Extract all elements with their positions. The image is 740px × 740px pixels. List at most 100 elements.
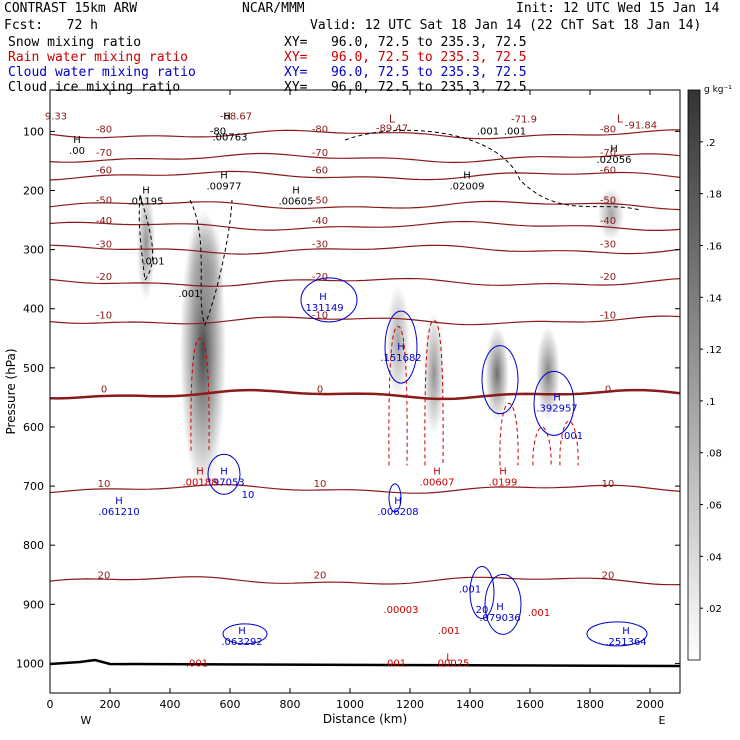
plot-frame (49, 89, 681, 694)
terrain-line (49, 658, 681, 668)
extremum-marker: H (220, 466, 228, 477)
extremum-marker: H (553, 392, 561, 403)
extremum-marker: H (73, 135, 81, 146)
colorbar-ramp (687, 89, 701, 661)
extremum-value: .00605 (279, 196, 314, 207)
extremum-value: .00 (69, 146, 85, 157)
temperature-label: -20 (312, 272, 328, 283)
rain-contour (424, 320, 444, 466)
y-tick-label: 500 (23, 362, 44, 375)
temperature-label: 0 (605, 384, 611, 395)
extremum-marker: H (292, 185, 300, 196)
temperature-label: -50 (600, 195, 616, 206)
temperature-label: -50 (312, 195, 328, 206)
y-tick-label: 800 (23, 539, 44, 552)
temperature-label: -60 (600, 166, 616, 177)
temperature-label: -80 (600, 124, 616, 135)
extremum-value: .02009 (450, 182, 485, 193)
extremum-marker: H (142, 185, 150, 196)
cloud-water-contour (484, 573, 522, 635)
temperature-label: -20 (96, 272, 112, 283)
contour-label: .00003 (384, 605, 419, 616)
extremum-value: .251364 (605, 637, 646, 648)
extremum-marker: H (496, 602, 504, 613)
colorbar-tick-label: .16 (706, 241, 722, 252)
temperature-contours: -80 -80 -80 -70 -70 -70 -60 -60 -60 -50 -50 -50 -40 -… (45, 112, 681, 668)
cloud-water-contour (586, 621, 648, 647)
extremum-value: .197053 (203, 477, 244, 488)
extremum-marker: H (319, 292, 327, 303)
contour-label: .001 (561, 431, 583, 442)
low-marker: L (389, 113, 396, 126)
colorbar: g kg⁻¹ .2 .18 .16 .14 .12 .1 .08 .06 .04 .02 (687, 85, 732, 661)
center-label: NCAR/MMM (242, 1, 305, 16)
snow-cell (136, 186, 156, 301)
snow-cell (386, 284, 410, 399)
x-tick-label: 600 (220, 698, 241, 711)
extremum-value: .131149 (302, 303, 343, 314)
field-xy-cloud-ice: XY= 96.0, 72.5 to 235.3, 72.5 (284, 80, 527, 95)
temperature-extreme: -91.84 (625, 120, 657, 131)
temperature-contour (49, 152, 681, 164)
cloud-water-contour (222, 623, 268, 645)
extremum-marker: H (196, 466, 204, 477)
colorbar-tick-label: .08 (706, 449, 722, 460)
temperature-contour (49, 315, 681, 326)
field-label-cloud-ice: Cloud ice mixing ratio (8, 80, 181, 95)
y-tick-label: 300 (23, 244, 44, 257)
temperature-label: -40 (96, 216, 112, 227)
cloud-water-contour (481, 345, 519, 415)
extremum-value: .00977 (207, 182, 242, 193)
extremum-marker: H (397, 342, 405, 353)
extremum-value: .01195 (129, 196, 164, 207)
cloud-water-contour (533, 370, 575, 436)
cloud-water-contour (300, 277, 358, 323)
contour-label: .00025 (435, 658, 470, 669)
temperature-contour (49, 129, 680, 140)
extremum-value: .02056 (597, 155, 632, 166)
field-xy-cloud-water: XY= 96.0, 72.5 to 235.3, 72.5 (284, 65, 527, 80)
cloud-water-contour (384, 310, 418, 384)
axes: 0 200 400 600 800 1000 1200 1400 1600 1800 2000100… (4, 90, 680, 727)
contour-label: .001 (459, 585, 481, 596)
y-tick-label: 400 (23, 303, 44, 316)
contour-label: 20 (476, 605, 489, 616)
temperature-contour (49, 220, 681, 231)
contour-label: .001 (178, 289, 200, 300)
y-tick-label: 900 (23, 598, 44, 611)
cloud-water-contour (388, 483, 402, 513)
temperature-label: 20 (314, 571, 327, 582)
temperature-label: 10 (314, 479, 327, 490)
y-tick-label: 1000 (16, 657, 44, 670)
x-tick-label: 1800 (576, 698, 604, 711)
extremum-marker: H (115, 496, 123, 507)
colorbar-tick-label: .12 (706, 345, 722, 356)
colorbar-tick-label: .18 (706, 190, 722, 201)
colorbar-tick-label: .1 (706, 397, 716, 408)
temperature-label: -80 (312, 124, 328, 135)
valid-time: Valid: 12 UTC Sat 18 Jan 14 (22 ChT Sat … (310, 18, 702, 33)
snow-cell (423, 312, 445, 436)
extremum-marker: H (463, 171, 471, 182)
extremum-marker: H (394, 496, 402, 507)
temperature-label: -80 (96, 124, 112, 135)
extremum-value: .079036 (479, 613, 520, 624)
temperature-label: -30 (96, 240, 112, 251)
temperature-extreme: 9.33 (45, 112, 67, 123)
field-xy-snow: XY= 96.0, 72.5 to 235.3, 72.5 (284, 35, 527, 50)
temperature-contour (49, 576, 681, 586)
snow-cell (187, 216, 225, 331)
temperature-contour (49, 200, 681, 211)
temperature-label: -10 (312, 311, 328, 322)
y-axis-title: Pressure (hPa) (4, 348, 18, 434)
x-tick-label: 1600 (516, 698, 544, 711)
extremum-marker: H (220, 171, 228, 182)
extremum-value: .063292 (221, 637, 262, 648)
contour-label: 10 (242, 490, 255, 501)
x-tick-label: 400 (160, 698, 181, 711)
colorbar-tick-label: .06 (706, 501, 722, 512)
temperature-label: -10 (96, 311, 112, 322)
contour-label: .001 (142, 256, 164, 267)
extremum-value: .151682 (380, 353, 421, 364)
